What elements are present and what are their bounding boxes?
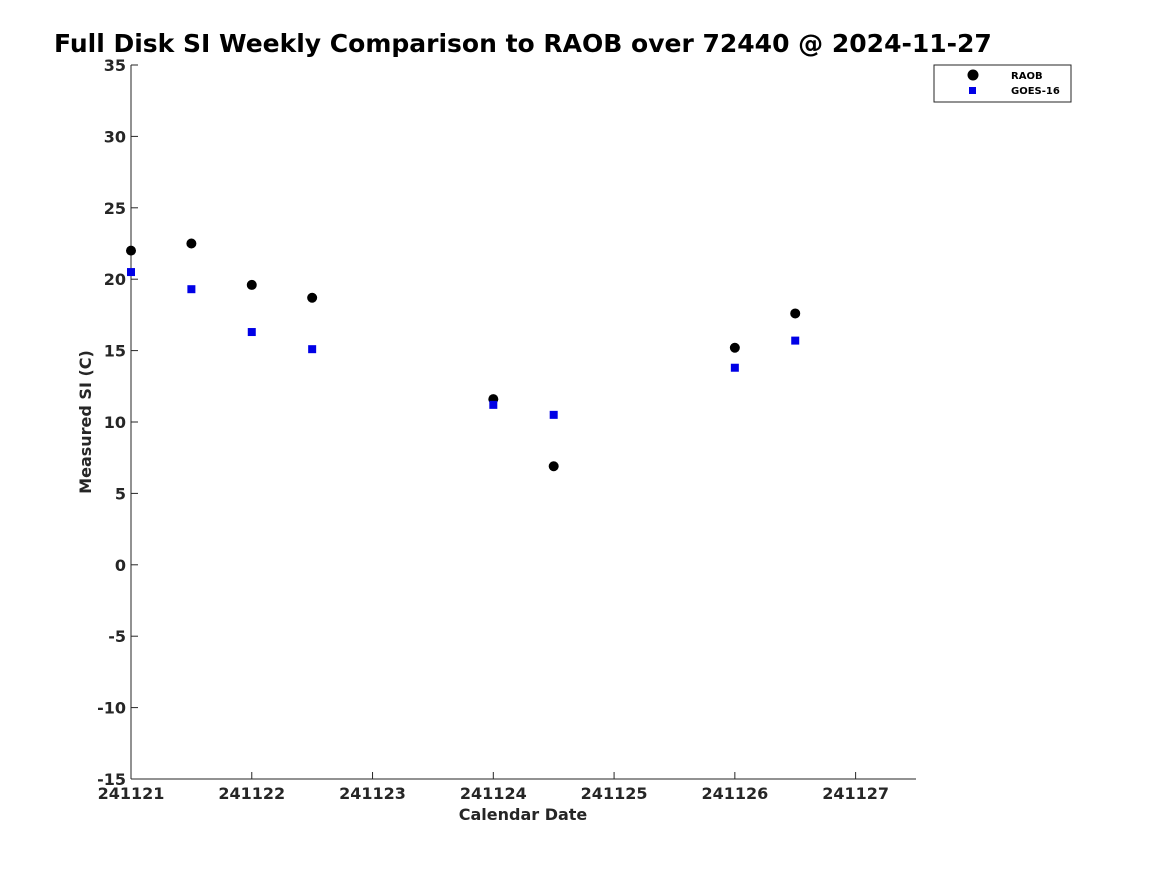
raob-point [246, 279, 257, 290]
raob-point [548, 461, 559, 472]
goes16-point [308, 345, 317, 354]
y-tick-label: 20 [104, 270, 126, 289]
raob-point [126, 245, 136, 256]
y-tick-label: 15 [104, 342, 126, 361]
legend-marker-raob [967, 69, 979, 81]
goes16-point [730, 363, 739, 372]
x-axis-label: Calendar Date [459, 805, 588, 824]
x-tick-label: 241122 [218, 784, 285, 803]
x-tick-label: 241126 [701, 784, 768, 803]
raob-point [186, 238, 197, 249]
legend-box [933, 64, 1072, 103]
data-points [126, 238, 801, 472]
y-axis-label: Measured SI (C) [76, 350, 95, 494]
raob-point [307, 292, 318, 303]
x-tick-label: 241125 [581, 784, 648, 803]
legend-label-raob: RAOB [1011, 71, 1043, 82]
x-tick-label: 241123 [339, 784, 406, 803]
y-tick-label: 10 [104, 413, 126, 432]
series-goes-16 [127, 268, 800, 419]
goes16-point [489, 400, 498, 409]
x-ticks: 241121 241122 241123 241124 241125 241126 2411… [98, 772, 889, 803]
y-ticks: 35 30 25 20 15 10 5 0 -5 -10 -15 [97, 56, 138, 789]
x-tick-label: 241127 [822, 784, 889, 803]
goes16-point [791, 336, 800, 345]
y-tick-label: 5 [115, 484, 126, 503]
chart-title: Full Disk SI Weekly Comparison to RAOB o… [54, 29, 992, 58]
x-tick-label: 241124 [460, 784, 527, 803]
goes16-point [549, 410, 558, 419]
y-tick-label: -10 [97, 699, 126, 718]
legend: RAOB GOES-16 [933, 64, 1072, 103]
raob-point [790, 308, 801, 319]
y-tick-label: -15 [97, 770, 126, 789]
x-tick-label: 241121 [98, 784, 165, 803]
raob-point [729, 342, 740, 353]
legend-label-goes16: GOES-16 [1011, 86, 1060, 97]
y-tick-label: -5 [108, 627, 126, 646]
goes16-point [127, 268, 135, 277]
legend-marker-goes16 [969, 87, 976, 94]
goes16-point [247, 328, 256, 337]
goes16-point [187, 285, 196, 294]
y-tick-label: 30 [104, 127, 126, 146]
series-raob [126, 238, 801, 472]
y-tick-label: 25 [104, 199, 126, 218]
y-tick-label: 0 [115, 556, 126, 575]
y-tick-label: 35 [104, 56, 126, 75]
